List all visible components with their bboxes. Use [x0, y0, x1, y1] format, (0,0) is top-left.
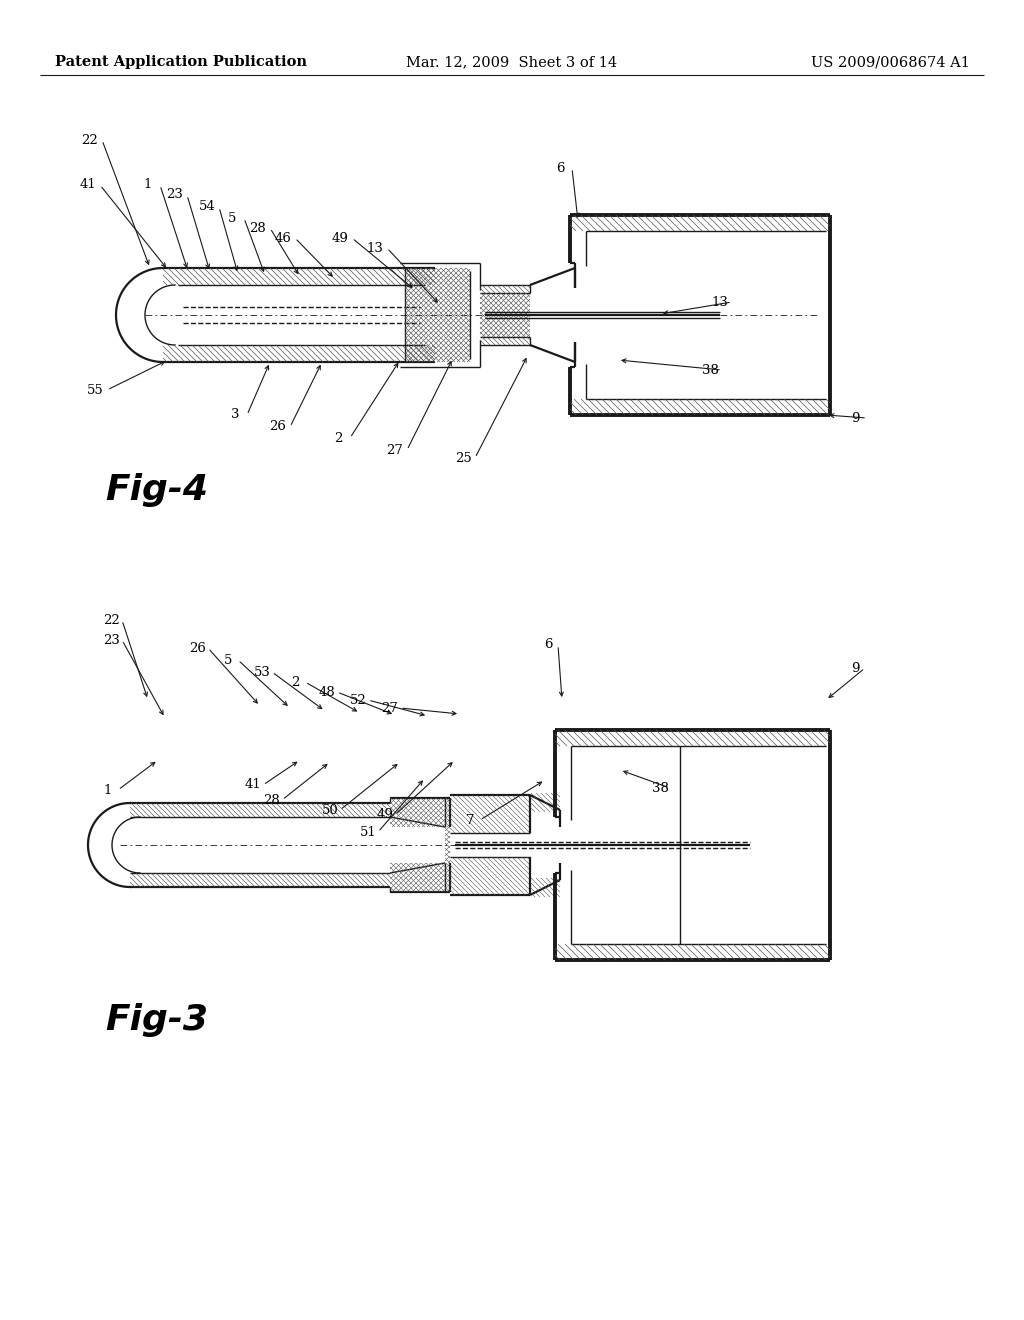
Text: US 2009/0068674 A1: US 2009/0068674 A1 — [811, 55, 970, 69]
Text: 41: 41 — [245, 779, 261, 792]
Text: 28: 28 — [263, 793, 281, 807]
Bar — [480, 293, 530, 337]
Text: Mar. 12, 2009  Sheet 3 of 14: Mar. 12, 2009 Sheet 3 of 14 — [407, 55, 617, 69]
Text: 3: 3 — [230, 408, 240, 421]
Bar — [570, 399, 830, 414]
Text: 1: 1 — [103, 784, 113, 796]
Bar — [130, 873, 390, 887]
Bar — [530, 271, 575, 282]
Text: 48: 48 — [318, 685, 336, 698]
Bar — [530, 878, 560, 898]
Text: 5: 5 — [224, 653, 232, 667]
Text: 9: 9 — [851, 412, 859, 425]
Text: 2: 2 — [334, 432, 342, 445]
Bar — [163, 345, 435, 362]
Bar — [445, 828, 450, 863]
Text: 13: 13 — [712, 296, 728, 309]
Text: 23: 23 — [167, 189, 183, 202]
Bar — [390, 863, 450, 892]
Text: 25: 25 — [455, 451, 471, 465]
Bar — [450, 857, 530, 895]
Bar — [480, 285, 530, 293]
Bar — [163, 268, 435, 285]
Text: 7: 7 — [466, 813, 474, 826]
Text: Fig-4: Fig-4 — [105, 473, 208, 507]
Text: 22: 22 — [82, 133, 98, 147]
Text: 41: 41 — [80, 178, 96, 191]
Text: 49: 49 — [377, 808, 393, 821]
Text: 27: 27 — [382, 701, 398, 714]
Text: 26: 26 — [189, 642, 207, 655]
Text: 54: 54 — [199, 201, 215, 214]
Text: 9: 9 — [851, 661, 859, 675]
Bar — [555, 944, 830, 960]
Text: 6: 6 — [544, 639, 552, 652]
Text: 23: 23 — [103, 634, 121, 647]
Text: 52: 52 — [349, 693, 367, 706]
Bar — [570, 215, 830, 231]
Text: 27: 27 — [387, 444, 403, 457]
Text: 6: 6 — [556, 161, 564, 174]
Text: 2: 2 — [291, 676, 299, 689]
Text: 38: 38 — [701, 363, 719, 376]
Text: 55: 55 — [87, 384, 103, 396]
Text: 38: 38 — [651, 781, 669, 795]
Text: 51: 51 — [359, 825, 377, 838]
Bar — [450, 795, 530, 833]
Bar — [390, 799, 450, 828]
Text: 13: 13 — [367, 242, 383, 255]
Text: 50: 50 — [322, 804, 338, 817]
Text: Fig-3: Fig-3 — [105, 1003, 208, 1038]
Bar — [130, 803, 390, 817]
Bar — [555, 730, 830, 746]
Text: 1: 1 — [143, 178, 153, 191]
Text: 22: 22 — [103, 614, 121, 627]
Bar — [406, 268, 470, 362]
Bar — [530, 347, 575, 360]
Text: Patent Application Publication: Patent Application Publication — [55, 55, 307, 69]
Bar — [480, 337, 530, 345]
Text: 46: 46 — [274, 231, 292, 244]
Text: 53: 53 — [254, 665, 270, 678]
Bar — [530, 793, 560, 812]
Text: 49: 49 — [332, 231, 348, 244]
Text: 5: 5 — [227, 211, 237, 224]
Text: 26: 26 — [269, 421, 287, 433]
Text: 28: 28 — [250, 222, 266, 235]
